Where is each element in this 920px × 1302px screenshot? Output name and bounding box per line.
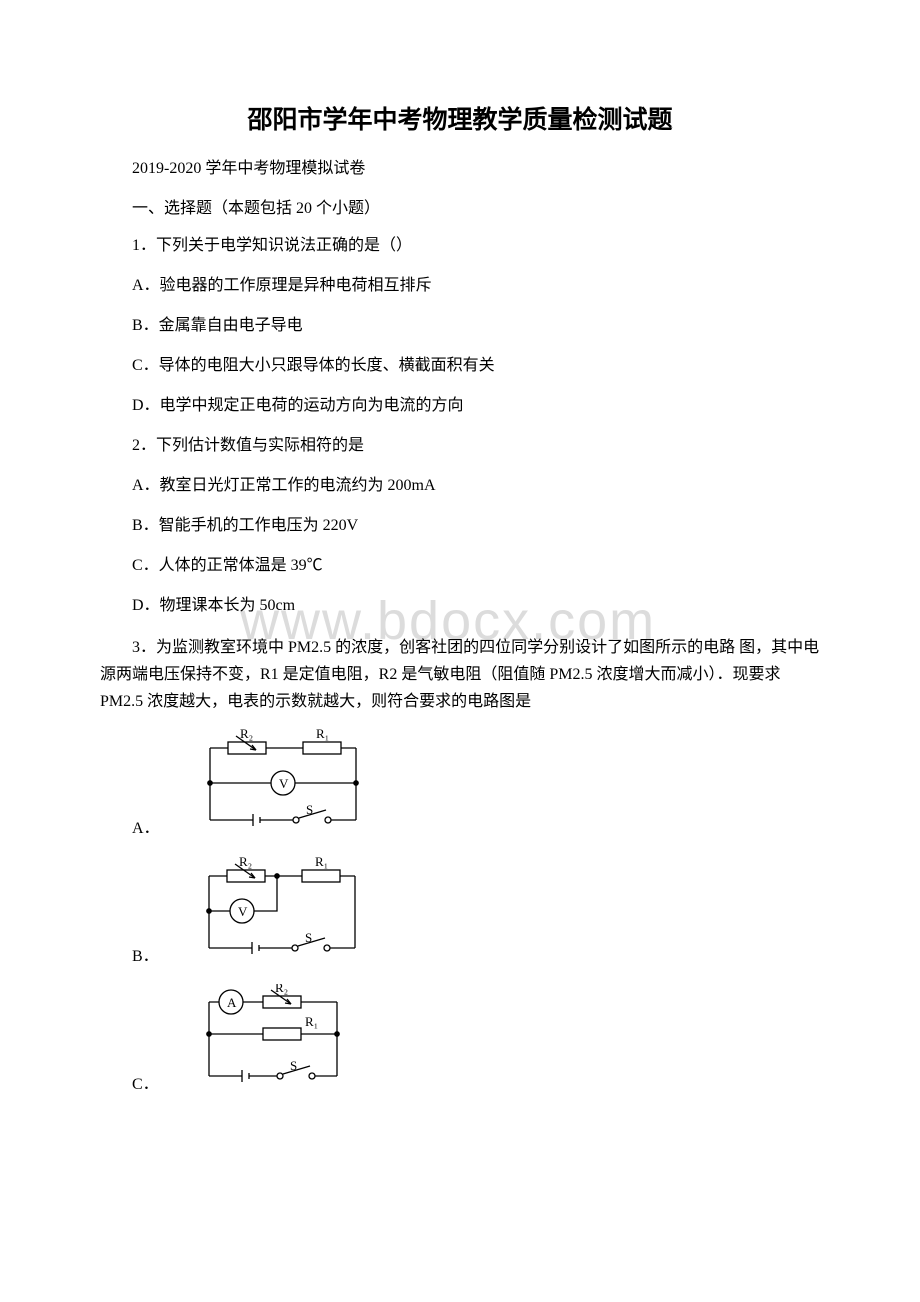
- svg-text:S: S: [305, 930, 312, 945]
- q1-option-a: A．验电器的工作原理是异种电荷相互排斥: [100, 274, 820, 298]
- circuit-diagram-b: R₂ R₁ V S: [165, 856, 372, 966]
- q3-label-a: A．: [100, 814, 160, 838]
- q3-label-b: B．: [100, 942, 159, 966]
- svg-text:A: A: [227, 995, 237, 1010]
- q3-option-c-row: C．: [100, 984, 820, 1094]
- q2-option-c: C．人体的正常体温是 39℃: [100, 554, 820, 578]
- svg-text:S: S: [290, 1058, 297, 1073]
- svg-text:S: S: [306, 802, 313, 817]
- q2-option-a: A．教室日光灯正常工作的电流约为 200mA: [100, 474, 820, 498]
- svg-text:R₁: R₁: [315, 856, 328, 869]
- q3-option-a-row: A．: [100, 728, 820, 838]
- svg-text:V: V: [238, 904, 248, 919]
- q2-option-d: D．物理课本长为 50cm: [100, 594, 820, 618]
- circuit-diagram-a: R₂ R₁ V S: [166, 728, 373, 838]
- q2-option-b: B．智能手机的工作电压为 220V: [100, 514, 820, 538]
- svg-text:R₂: R₂: [275, 984, 288, 995]
- q1-option-c: C．导体的电阻大小只跟导体的长度、横截面积有关: [100, 354, 820, 378]
- q1-option-d: D．电学中规定正电荷的运动方向为电流的方向: [100, 394, 820, 418]
- q1-stem: 1．下列关于电学知识说法正确的是（）: [100, 234, 820, 258]
- q3-option-b-row: B．: [100, 856, 820, 966]
- svg-text:V: V: [279, 776, 289, 791]
- page-title: 邵阳市学年中考物理教学质量检测试题: [100, 100, 820, 136]
- q3-stem: 3．为监测教室环境中 PM2.5 的浓度，创客社团的四位同学分别设计了如图所示的…: [100, 634, 820, 716]
- q1-option-b: B．金属靠自由电子导电: [100, 314, 820, 338]
- svg-text:R₂: R₂: [240, 728, 253, 741]
- section-header: 一、选择题（本题包括 20 个小题）: [100, 194, 820, 218]
- q2-stem: 2．下列估计数值与实际相符的是: [100, 434, 820, 458]
- q3-label-c: C．: [100, 1070, 159, 1094]
- svg-text:R₁: R₁: [305, 1014, 318, 1029]
- circuit-diagram-c: A R₂ R₁ S: [165, 984, 352, 1094]
- svg-text:R₁: R₁: [316, 728, 329, 741]
- subtitle: 2019-2020 学年中考物理模拟试卷: [100, 154, 820, 178]
- svg-text:R₂: R₂: [239, 856, 252, 869]
